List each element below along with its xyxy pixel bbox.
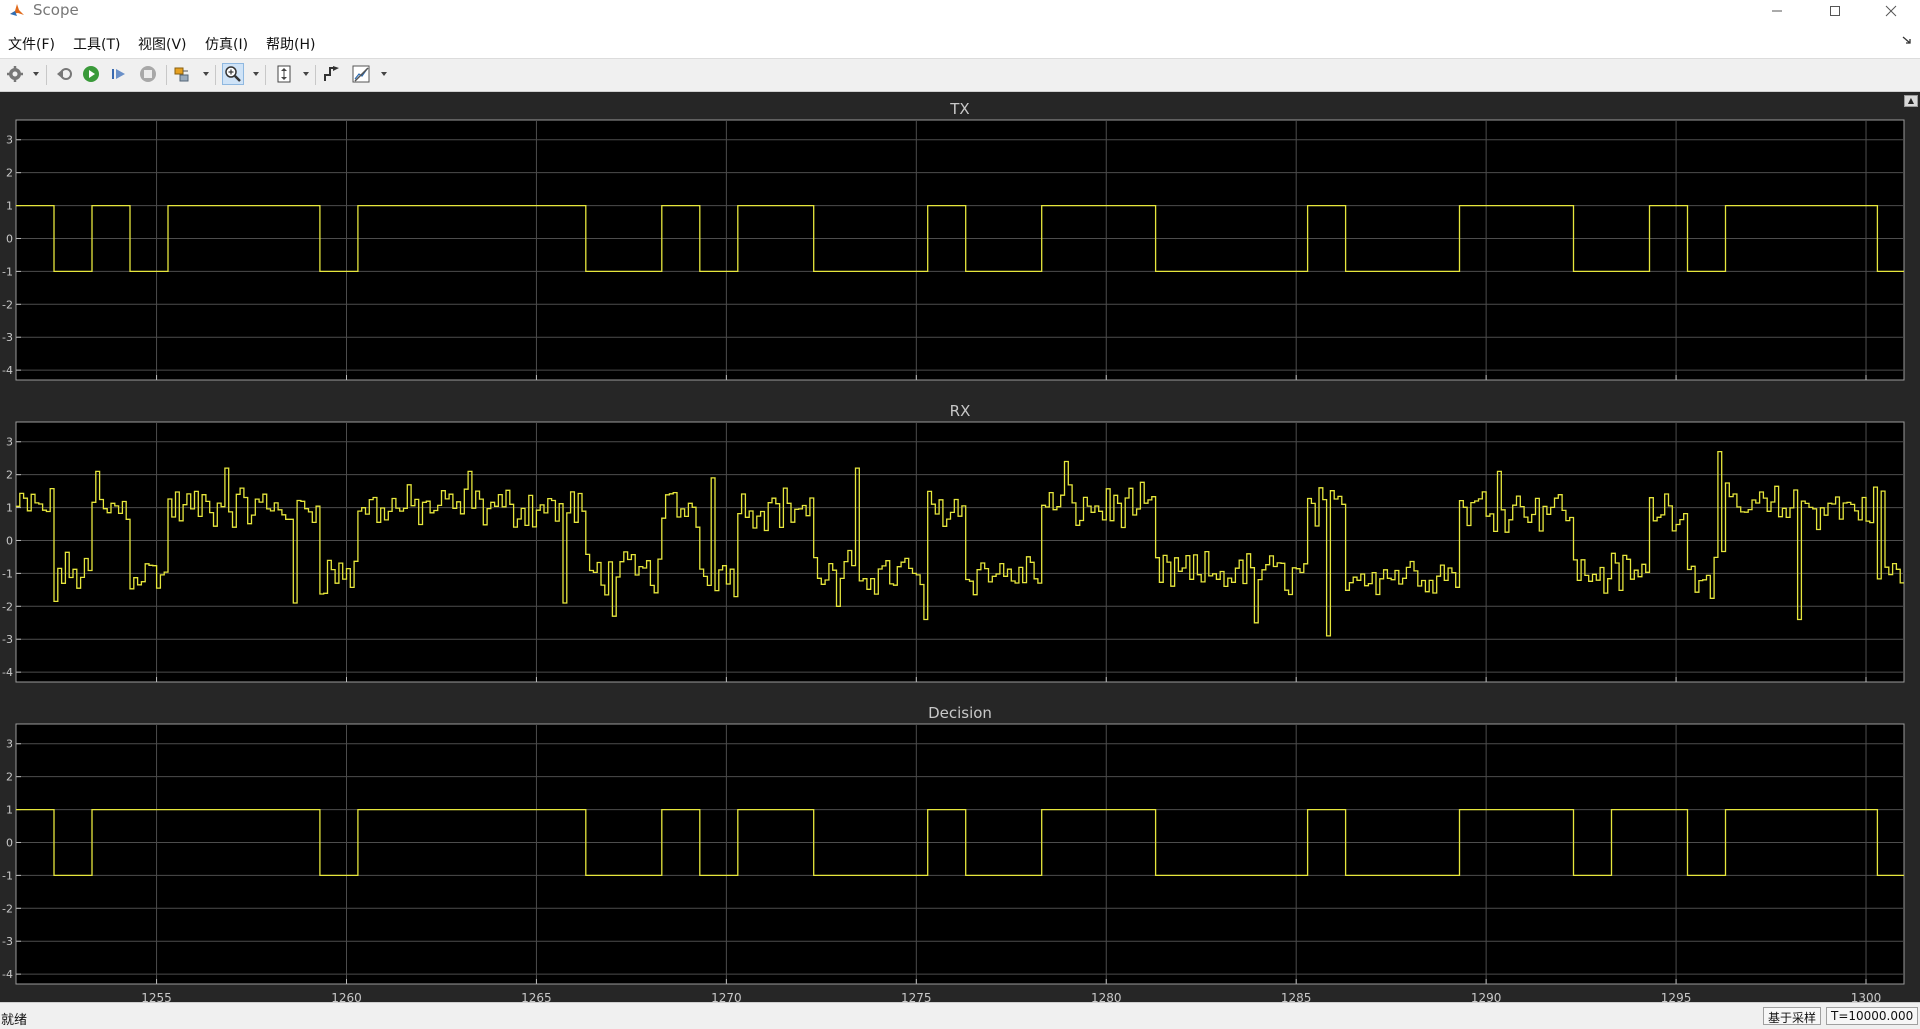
toolbar-separator: [46, 65, 47, 85]
x-tick-label: 1285: [1281, 991, 1312, 1002]
matlab-icon: [10, 4, 24, 16]
dock-icon[interactable]: [1902, 35, 1912, 45]
minimize-button[interactable]: [1748, 0, 1806, 21]
run-button[interactable]: [80, 63, 102, 85]
style-dropdown-icon[interactable]: [381, 72, 387, 76]
edit-style-icon: [352, 65, 370, 83]
axes-area: [15, 723, 1905, 985]
y-tick-label: -2: [2, 298, 13, 311]
sample-mode-label: 基于采样: [1763, 1007, 1822, 1025]
settings-dropdown-icon[interactable]: [33, 72, 39, 76]
y-tick-label: -1: [2, 567, 13, 580]
toolbar-separator: [166, 65, 167, 85]
menu-view[interactable]: 视图(V): [138, 37, 187, 53]
step-forward-button[interactable]: [108, 63, 130, 85]
y-tick-label: -3: [2, 935, 13, 948]
plot-title: RX: [950, 402, 971, 420]
title-bar: Scope: [0, 0, 1920, 21]
y-tick-label: -4: [2, 364, 13, 377]
y-tick-label: 2: [6, 771, 13, 784]
close-button[interactable]: [1862, 0, 1920, 21]
y-tick-label: -3: [2, 633, 13, 646]
menu-tools[interactable]: 工具(T): [73, 37, 121, 53]
menu-bar: 文件(F) 工具(T) 视图(V) 仿真(I) 帮助(H): [0, 31, 1920, 53]
step-back-icon: [57, 68, 72, 80]
toolbar-separator: [265, 65, 266, 85]
scale-axes-icon: [277, 65, 291, 83]
plot-title: TX: [949, 100, 969, 118]
triggers-icon: [324, 66, 339, 81]
y-tick-label: 1: [6, 502, 13, 515]
window-title: Scope: [33, 1, 79, 19]
y-tick-label: -2: [2, 902, 13, 915]
scope-plots: TX 3 2 1 0 -1 -2 -3 -4 RX 3 2 1 0 -1 -2 -3 -4 Decision 3 2 1 0…: [2, 100, 1905, 1005]
menu-simulation[interactable]: 仿真(I): [205, 37, 249, 53]
y-tick-label: -4: [2, 968, 13, 981]
y-tick-label: 3: [6, 738, 13, 751]
simulation-time: T=10000.000: [1826, 1007, 1919, 1025]
status-bar: 就绪 基于采样 T=10000.000: [0, 1002, 1920, 1029]
y-tick-label: -3: [2, 331, 13, 344]
scale-axes-button[interactable]: [273, 63, 295, 85]
y-tick-label: -1: [2, 869, 13, 882]
zoom-dropdown-icon[interactable]: [253, 72, 259, 76]
y-tick-label: 0: [6, 836, 13, 849]
y-tick-label: 1: [6, 804, 13, 817]
zoom-in-icon: [225, 66, 241, 82]
x-tick-label: 1300: [1851, 991, 1882, 1002]
y-tick-label: 3: [6, 436, 13, 449]
style-button[interactable]: [350, 63, 372, 85]
axes-area: [15, 421, 1905, 683]
x-tick-label: 1295: [1661, 991, 1692, 1002]
y-tick-label: 3: [6, 134, 13, 147]
run-icon: [83, 66, 99, 82]
y-tick-label: 1: [6, 200, 13, 213]
step-back-button[interactable]: [53, 63, 75, 85]
highlight-block-button[interactable]: [173, 63, 195, 85]
x-tick-label: 1260: [331, 991, 362, 1002]
close-icon: [1885, 5, 1897, 16]
toolbar-separator: [215, 65, 216, 85]
x-tick-label: 1290: [1471, 991, 1502, 1002]
maximize-button[interactable]: [1806, 0, 1864, 21]
x-tick-label: 1280: [1091, 991, 1122, 1002]
minimize-icon: [1772, 10, 1782, 11]
menu-file[interactable]: 文件(F): [8, 37, 55, 53]
scale-dropdown-icon[interactable]: [303, 72, 309, 76]
y-tick-label: -2: [2, 600, 13, 613]
maximize-icon: [1830, 5, 1840, 16]
y-tick-label: 0: [6, 534, 13, 547]
signal-highlight-icon: [174, 67, 189, 82]
y-tick-label: 2: [6, 469, 13, 482]
step-forward-icon: [112, 69, 125, 79]
zoom-button[interactable]: [222, 63, 244, 85]
y-tick-label: -1: [2, 265, 13, 278]
stop-button[interactable]: [137, 63, 159, 85]
plot-title: Decision: [928, 704, 992, 722]
axes-area: [15, 119, 1905, 381]
stop-icon: [140, 66, 156, 82]
settings-button[interactable]: [4, 63, 26, 85]
gear-icon: [7, 66, 23, 82]
y-tick-label: -4: [2, 666, 13, 679]
y-tick-label: 2: [6, 167, 13, 180]
toolbar-separator: [315, 65, 316, 85]
x-tick-label: 1255: [141, 991, 172, 1002]
cursor-measurements-button[interactable]: [321, 63, 343, 85]
x-tick-label: 1275: [901, 991, 932, 1002]
highlight-dropdown-icon[interactable]: [203, 72, 209, 76]
signal-trace: [16, 450, 1904, 637]
collapse-icon[interactable]: ▲: [1904, 95, 1918, 107]
toolbar: [0, 58, 1920, 92]
signal-trace: [16, 808, 1904, 877]
x-tick-label: 1270: [711, 991, 742, 1002]
y-tick-label: 0: [6, 232, 13, 245]
x-tick-label: 1265: [521, 991, 552, 1002]
signal-trace: [16, 204, 1904, 273]
plot-region: TX 3 2 1 0 -1 -2 -3 -4 RX 3 2 1 0 -1 -2 -3 -4 Decision 3 2 1 0…: [0, 92, 1920, 1005]
status-text: 就绪: [1, 1013, 28, 1028]
menu-help[interactable]: 帮助(H): [266, 37, 316, 53]
